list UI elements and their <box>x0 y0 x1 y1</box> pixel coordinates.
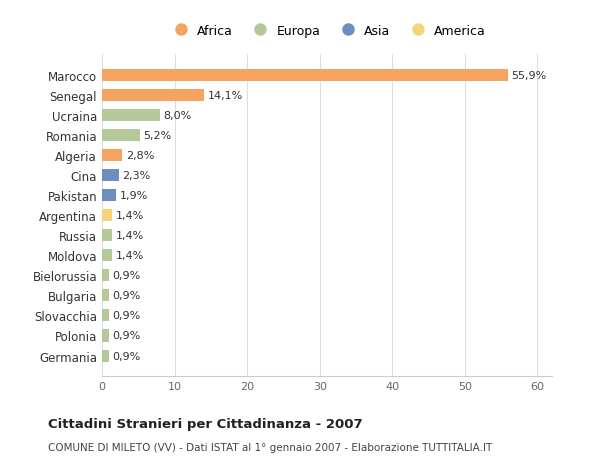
Bar <box>102 110 160 122</box>
Bar <box>102 310 109 322</box>
Bar <box>102 210 112 222</box>
Text: 0,9%: 0,9% <box>112 351 140 361</box>
Text: 2,8%: 2,8% <box>126 151 154 161</box>
Text: 14,1%: 14,1% <box>208 91 243 101</box>
Bar <box>102 350 109 362</box>
Text: 0,9%: 0,9% <box>112 331 140 341</box>
Legend: Africa, Europa, Asia, America: Africa, Europa, Asia, America <box>163 20 491 43</box>
Text: 1,4%: 1,4% <box>116 251 144 261</box>
Text: 0,9%: 0,9% <box>112 291 140 301</box>
Text: 1,4%: 1,4% <box>116 231 144 241</box>
Text: 1,9%: 1,9% <box>119 191 148 201</box>
Bar <box>102 90 205 102</box>
Bar <box>102 150 122 162</box>
Text: Cittadini Stranieri per Cittadinanza - 2007: Cittadini Stranieri per Cittadinanza - 2… <box>48 417 362 430</box>
Bar <box>102 70 508 82</box>
Bar <box>102 230 112 242</box>
Text: 1,4%: 1,4% <box>116 211 144 221</box>
Text: COMUNE DI MILETO (VV) - Dati ISTAT al 1° gennaio 2007 - Elaborazione TUTTITALIA.: COMUNE DI MILETO (VV) - Dati ISTAT al 1°… <box>48 442 492 452</box>
Text: 5,2%: 5,2% <box>143 131 172 141</box>
Text: 2,3%: 2,3% <box>122 171 151 181</box>
Bar <box>102 190 116 202</box>
Bar <box>102 290 109 302</box>
Text: 0,9%: 0,9% <box>112 311 140 321</box>
Text: 0,9%: 0,9% <box>112 271 140 281</box>
Bar <box>102 130 140 142</box>
Bar <box>102 330 109 342</box>
Bar <box>102 250 112 262</box>
Text: 8,0%: 8,0% <box>164 111 192 121</box>
Text: 55,9%: 55,9% <box>511 71 547 81</box>
Bar <box>102 170 119 182</box>
Bar <box>102 270 109 282</box>
